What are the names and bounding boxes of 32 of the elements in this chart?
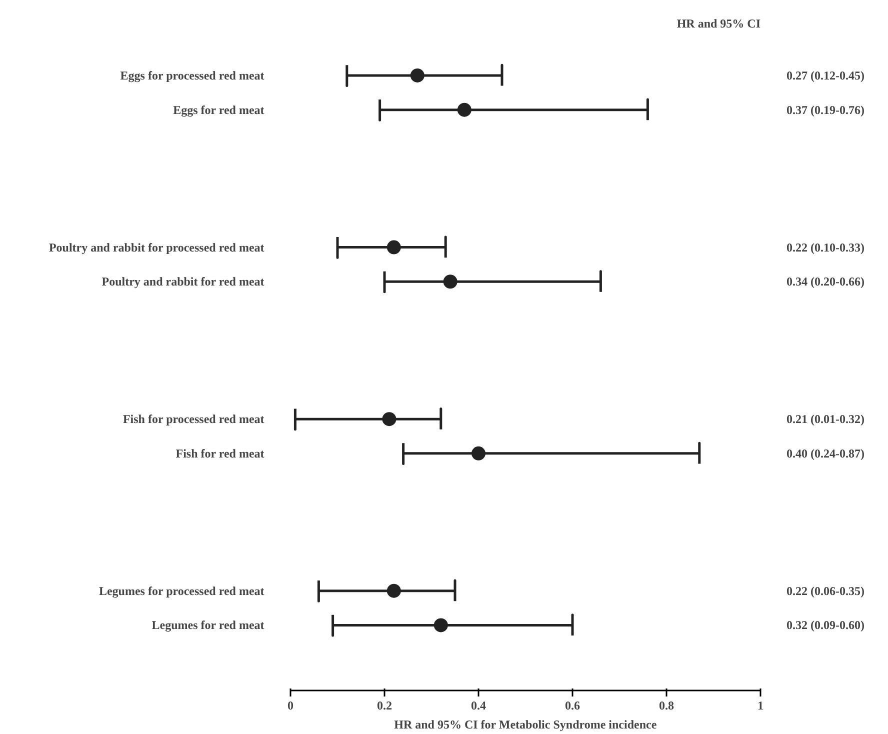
y-tick-label: Poultry and rabbit for red meat	[102, 274, 264, 289]
x-tick-label: 0.8	[659, 698, 674, 712]
x-tick-label: 0	[288, 698, 294, 712]
point	[410, 68, 424, 82]
data-label: 0.34 (0.20-0.66)	[786, 274, 864, 289]
data-label: 0.32 (0.09-0.60)	[786, 618, 864, 632]
data-label: 0.27 (0.12-0.45)	[786, 68, 864, 82]
y-tick-label: Poultry and rabbit for processed red meat	[48, 240, 264, 254]
y-tick-label: Fish for processed red meat	[122, 412, 264, 426]
point	[386, 584, 401, 598]
point	[382, 412, 396, 426]
point	[443, 274, 458, 289]
point	[386, 240, 401, 254]
y-tick-label: Eggs for processed red meat	[120, 68, 264, 82]
data-label: 0.22 (0.10-0.33)	[786, 240, 864, 254]
text: HR and 95% CI	[676, 16, 761, 30]
x-tick-label: 0.6	[565, 698, 580, 712]
data-label: 0.40 (0.24-0.87)	[786, 446, 864, 460]
x-tick-label: 0.2	[377, 698, 392, 712]
x-tick-label: 1	[758, 698, 764, 712]
y-tick-label: Legumes for red meat	[152, 618, 264, 632]
data-label: 0.22 (0.06-0.35)	[786, 584, 864, 598]
y-tick-label: Legumes for processed red meat	[98, 584, 264, 598]
point	[472, 446, 486, 460]
data-label: 0.21 (0.01-0.32)	[786, 412, 864, 426]
point	[434, 618, 448, 632]
y-tick-label: Fish for red meat	[176, 446, 264, 460]
data-label: 0.37 (0.19-0.76)	[786, 102, 864, 117]
y-tick-label: Eggs for red meat	[173, 102, 264, 117]
x-tick-label: 0.4	[471, 698, 486, 712]
x-axis-title: HR and 95% CI for Metabolic Syndrome incidence	[394, 718, 658, 732]
point	[457, 102, 472, 117]
